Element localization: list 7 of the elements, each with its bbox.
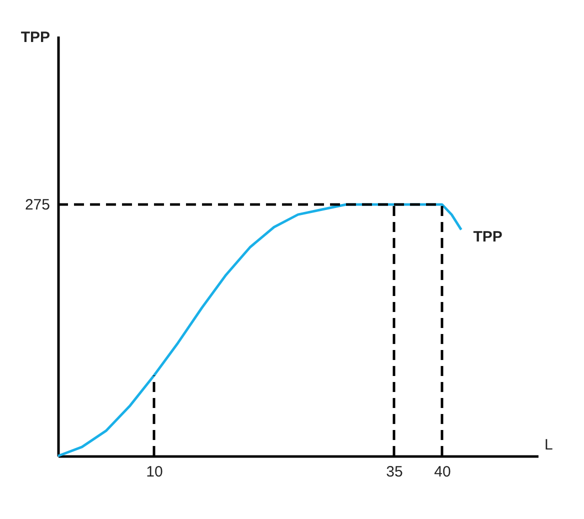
text: TPP xyxy=(20,29,50,46)
x-axis-title: L xyxy=(544,436,553,454)
x-tick-label: 40 xyxy=(434,464,451,480)
x-tick-label: 35 xyxy=(386,464,403,480)
x-tick-label: 10 xyxy=(146,464,163,480)
series-label: TPP xyxy=(473,228,502,246)
annotation: 275 xyxy=(24,196,50,214)
